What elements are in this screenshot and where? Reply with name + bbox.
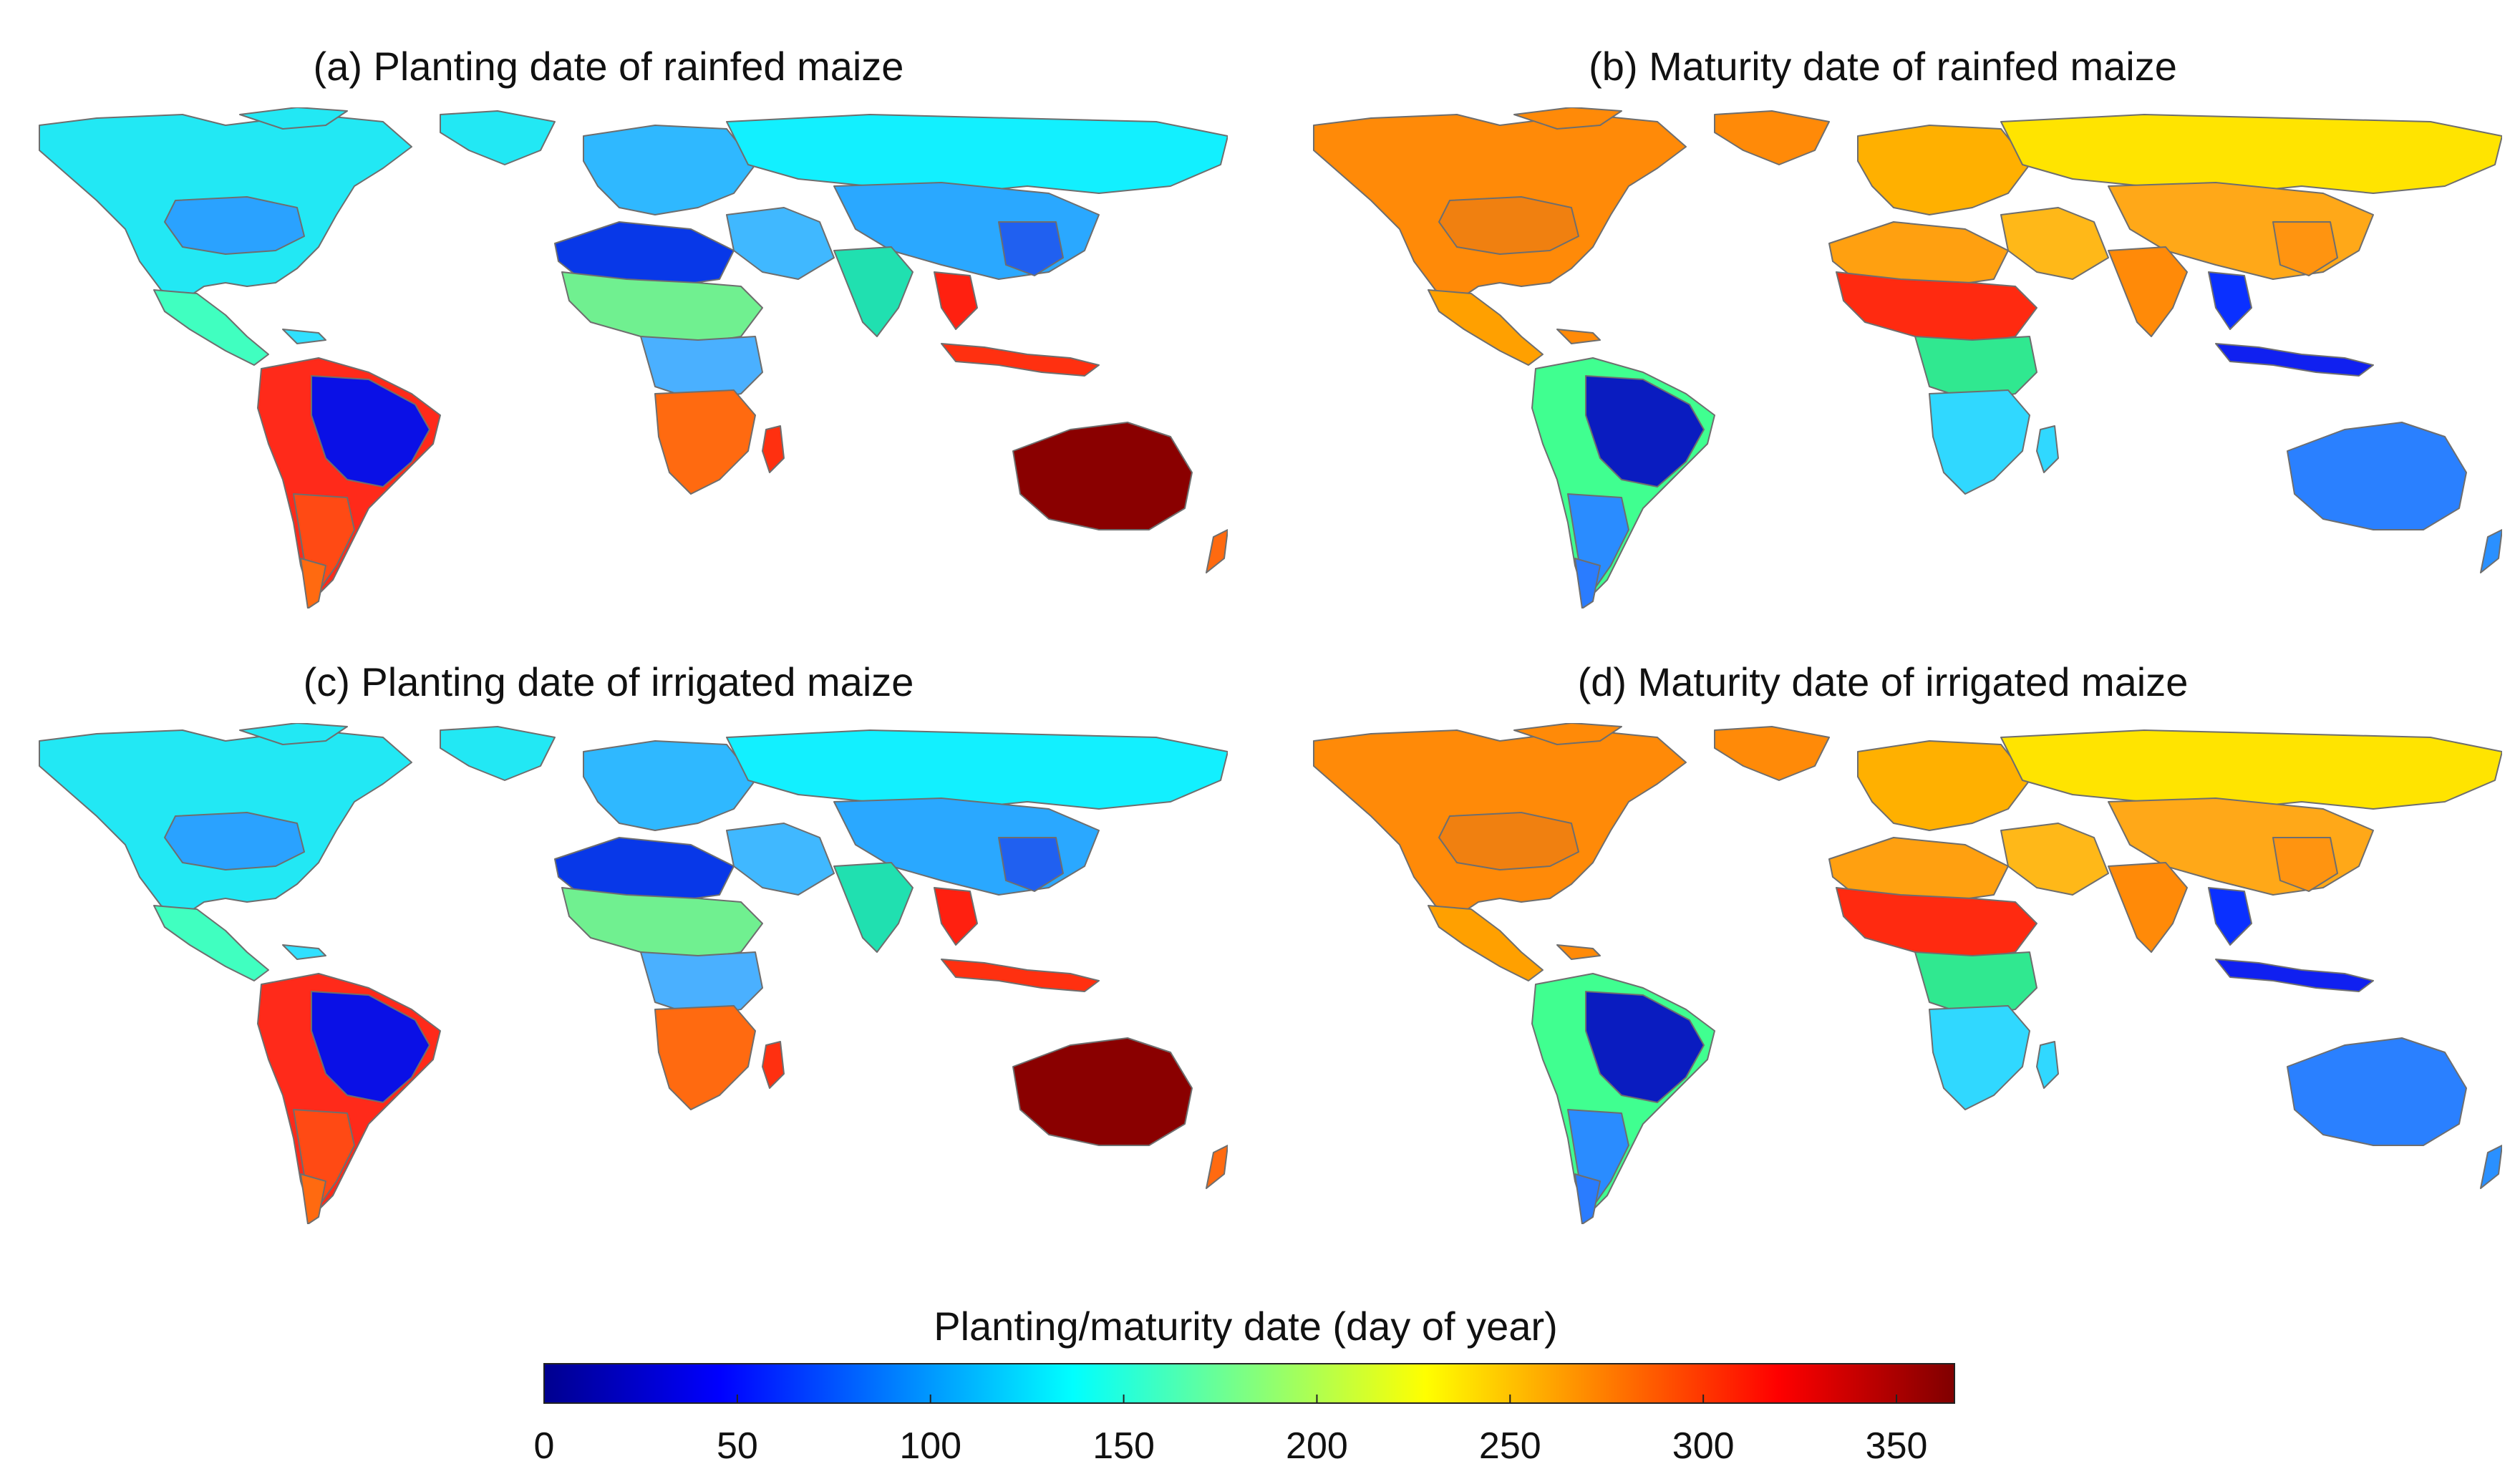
region-australia bbox=[1012, 422, 1193, 530]
region-patagonia bbox=[300, 558, 326, 608]
region-india bbox=[2108, 862, 2188, 953]
region-brazil bbox=[311, 375, 430, 488]
region-north-america bbox=[239, 107, 348, 130]
region-india bbox=[833, 862, 914, 953]
region-middle-east bbox=[726, 207, 835, 280]
region-mexico-central bbox=[1428, 905, 1544, 981]
panel-d-title: (d) Maturity date of irrigated maize bbox=[1577, 659, 2189, 704]
region-us-corn-belt bbox=[1438, 812, 1579, 870]
region-north-america bbox=[1513, 723, 1622, 745]
colorbar-tick-label: 350 bbox=[1865, 1425, 1928, 1467]
colorbar-tick-label: 100 bbox=[899, 1425, 962, 1467]
region-brazil bbox=[311, 991, 430, 1103]
region-madagascar bbox=[762, 425, 785, 473]
region-central-africa bbox=[1914, 336, 2037, 402]
panel-b-title: (b) Maturity date of rainfed maize bbox=[1589, 44, 2177, 89]
region-east-china bbox=[2272, 837, 2338, 892]
region-patagonia bbox=[300, 1173, 326, 1224]
map-a-rainfed-planting bbox=[11, 107, 1228, 608]
region-indonesia bbox=[2215, 343, 2374, 377]
region-us-corn-belt bbox=[164, 196, 305, 255]
region-southern-africa bbox=[1929, 389, 2030, 495]
colorbar-tick-label: 250 bbox=[1478, 1425, 1541, 1467]
region-southern-africa bbox=[1929, 1005, 2030, 1110]
region-se-asia bbox=[2208, 887, 2252, 946]
colorbar-tick-label: 150 bbox=[1092, 1425, 1155, 1467]
region-mexico-central bbox=[153, 289, 269, 366]
region-nz bbox=[2480, 1145, 2502, 1189]
region-australia bbox=[2287, 422, 2467, 530]
region-australia bbox=[2287, 1037, 2467, 1146]
map-c-irrigated-planting bbox=[11, 723, 1228, 1224]
region-sahel bbox=[561, 887, 763, 960]
region-north-america bbox=[440, 726, 556, 781]
colorbar-tick-label: 0 bbox=[533, 1425, 555, 1467]
region-caribbean bbox=[1556, 944, 1601, 960]
region-north-america bbox=[440, 110, 556, 165]
region-madagascar bbox=[762, 1041, 785, 1089]
region-sahel bbox=[1836, 887, 2037, 960]
region-east-china bbox=[998, 837, 1064, 892]
region-middle-east bbox=[2000, 823, 2109, 896]
panel-a-title: (a) Planting date of rainfed maize bbox=[313, 44, 904, 89]
region-mexico-central bbox=[153, 905, 269, 981]
region-north-america bbox=[1513, 107, 1622, 130]
colorbar-tick-label: 200 bbox=[1286, 1425, 1348, 1467]
region-patagonia bbox=[1574, 558, 1601, 608]
region-us-corn-belt bbox=[164, 812, 305, 870]
region-nz bbox=[1206, 529, 1228, 573]
colorbar-gradient bbox=[543, 1363, 1955, 1404]
region-sahel bbox=[1836, 271, 2037, 344]
region-middle-east bbox=[2000, 207, 2109, 280]
region-indonesia bbox=[941, 959, 1100, 992]
region-middle-east bbox=[726, 823, 835, 896]
region-sahel bbox=[561, 271, 763, 344]
region-se-asia bbox=[934, 887, 978, 946]
region-se-asia bbox=[2208, 271, 2252, 330]
region-se-asia bbox=[934, 271, 978, 330]
region-southern-africa bbox=[654, 389, 756, 495]
region-us-corn-belt bbox=[1438, 196, 1579, 255]
region-north-america bbox=[1714, 726, 1830, 781]
colorbar-tick-label: 300 bbox=[1672, 1425, 1735, 1467]
colorbar-title: Planting/maturity date (day of year) bbox=[934, 1304, 1558, 1349]
region-central-africa bbox=[640, 336, 763, 402]
colorbar-tick-label: 50 bbox=[716, 1425, 758, 1467]
colorbar bbox=[543, 1363, 1955, 1404]
map-b-rainfed-maturity bbox=[1285, 107, 2502, 608]
panel-c-title: (c) Planting date of irrigated maize bbox=[303, 659, 914, 704]
region-india bbox=[2108, 246, 2188, 337]
map-d-irrigated-maturity bbox=[1285, 723, 2502, 1224]
region-russia bbox=[2000, 114, 2502, 194]
region-europe bbox=[1857, 125, 2030, 215]
region-caribbean bbox=[1556, 329, 1601, 344]
region-central-africa bbox=[640, 951, 763, 1017]
region-central-africa bbox=[1914, 951, 2037, 1017]
region-madagascar bbox=[2036, 1041, 2059, 1089]
region-europe bbox=[583, 125, 756, 215]
region-indonesia bbox=[2215, 959, 2374, 992]
region-russia bbox=[726, 729, 1228, 810]
region-caribbean bbox=[282, 329, 326, 344]
region-nz bbox=[1206, 1145, 1228, 1189]
region-southern-africa bbox=[654, 1005, 756, 1110]
region-europe bbox=[583, 740, 756, 831]
region-india bbox=[833, 246, 914, 337]
region-brazil bbox=[1585, 991, 1705, 1103]
region-europe bbox=[1857, 740, 2030, 831]
region-russia bbox=[726, 114, 1228, 194]
region-nz bbox=[2480, 529, 2502, 573]
region-east-china bbox=[998, 221, 1064, 276]
region-australia bbox=[1012, 1037, 1193, 1146]
region-north-america bbox=[1714, 110, 1830, 165]
region-brazil bbox=[1585, 375, 1705, 488]
region-russia bbox=[2000, 729, 2502, 810]
region-caribbean bbox=[282, 944, 326, 960]
region-north-america bbox=[239, 723, 348, 745]
region-indonesia bbox=[941, 343, 1100, 377]
region-patagonia bbox=[1574, 1173, 1601, 1224]
region-mexico-central bbox=[1428, 289, 1544, 366]
region-madagascar bbox=[2036, 425, 2059, 473]
region-east-china bbox=[2272, 221, 2338, 276]
